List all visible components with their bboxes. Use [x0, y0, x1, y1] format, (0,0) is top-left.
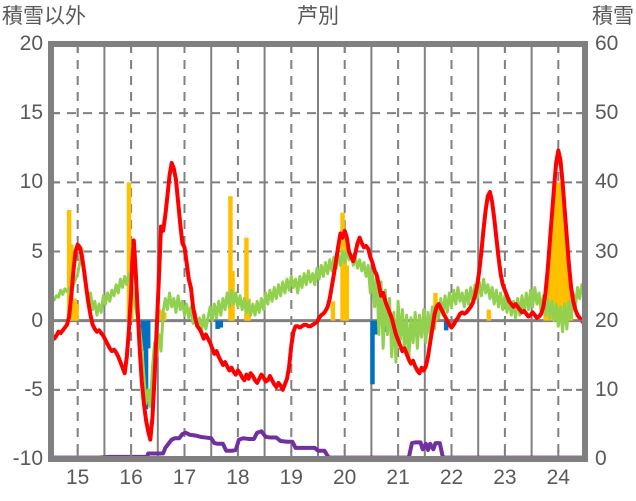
right-axis-tick-1: 50: [595, 101, 619, 125]
left-axis-tick-3: 5: [31, 239, 43, 263]
right-axis-tick-0: 60: [595, 32, 619, 55]
right-axis-tick-4: 20: [595, 308, 619, 332]
data-series: [50, 148, 586, 460]
page-title: 芦別: [297, 5, 339, 28]
left-axis-tick-6: -10: [12, 447, 43, 470]
x-axis-tick-4: 19: [279, 466, 303, 489]
right-axis-tick-5: 10: [595, 377, 619, 401]
right-axis-tick-2: 40: [595, 170, 619, 194]
x-axis-tick-8: 23: [493, 466, 517, 489]
axis-ticks: [51, 44, 585, 459]
left-axis-tick-5: -5: [24, 377, 43, 401]
left-axis-tick-0: 20: [19, 32, 43, 55]
x-axis-tick-3: 18: [226, 466, 250, 489]
x-axis-tick-1: 16: [119, 466, 143, 489]
x-axis-tick-7: 22: [439, 466, 464, 489]
left-axis-tick-2: 10: [19, 170, 43, 194]
x-axis-tick-0: 15: [66, 466, 90, 489]
x-axis-tick-2: 17: [172, 466, 197, 489]
x-axis-tick-6: 21: [386, 466, 410, 489]
gridlines: [50, 44, 585, 459]
x-axis-tick-5: 20: [333, 466, 357, 489]
left-axis-tick-4: 0: [31, 308, 43, 332]
left-axis-title: 積雪以外: [2, 5, 86, 28]
right-axis-tick-6: 0: [595, 447, 607, 470]
left-axis-tick-1: 15: [19, 101, 43, 125]
right-axis-tick-3: 30: [595, 239, 619, 263]
x-axis-tick-9: 24: [546, 466, 570, 489]
right-axis-title: 積雪: [592, 5, 634, 28]
